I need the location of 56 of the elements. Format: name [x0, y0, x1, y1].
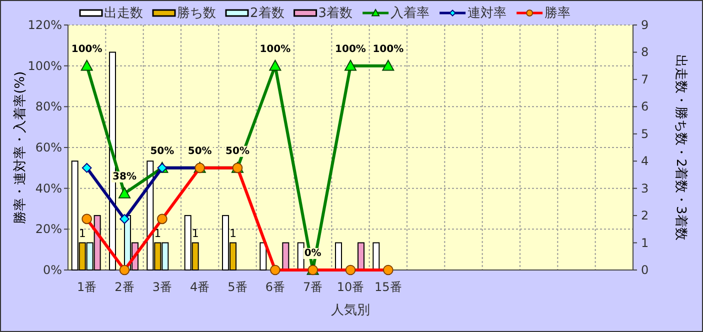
- y2-tick-label: 3: [641, 181, 649, 196]
- y-tick-label: 0%: [42, 263, 62, 277]
- data-label: 100%: [372, 44, 404, 55]
- bar: [358, 242, 364, 270]
- y2-tick-label: 0: [641, 263, 649, 277]
- bar: [282, 242, 290, 270]
- data-label: 50%: [150, 146, 174, 157]
- y2-tick-label: 2: [641, 208, 649, 223]
- data-label: 100%: [71, 44, 102, 55]
- y2-tick-label: 4: [641, 154, 649, 168]
- y2-tick-label: 1: [641, 236, 649, 250]
- y-axis-title: 勝率・連対率・入着率(%): [12, 71, 28, 224]
- y-tick-label: 40%: [35, 181, 62, 196]
- data-label: 38%: [112, 171, 136, 182]
- x-tick-label: 7番: [303, 280, 323, 294]
- y2-axis-title: 出走数・勝ち数・2着数・3着数: [673, 54, 689, 240]
- x-tick-label: 3番: [152, 280, 172, 294]
- x-tick-label: 6番: [265, 280, 285, 294]
- legend-label: 勝率: [544, 5, 571, 21]
- x-tick-label: 5番: [228, 280, 248, 294]
- y2-tick-label: 5: [641, 126, 649, 141]
- bar: [335, 242, 342, 270]
- legend-label: 出走数: [104, 6, 143, 21]
- legend-label: 入着率: [390, 5, 430, 21]
- bar: [260, 242, 267, 270]
- y2-tick-label: 8: [641, 45, 649, 60]
- x-axis-title: 人気別: [331, 303, 370, 318]
- data-label: 1: [78, 226, 86, 240]
- point: [120, 214, 130, 224]
- y2-tick-label: 9: [641, 18, 649, 32]
- legend-label: 2着数: [250, 5, 284, 21]
- legend-label: 勝ち数: [177, 6, 216, 21]
- legend-label: 連対率: [468, 5, 507, 21]
- y-tick-label: 20%: [35, 222, 62, 236]
- x-tick-label: 1番: [77, 280, 97, 294]
- y-tick-label: 60%: [35, 140, 62, 154]
- data-label: 0%: [304, 248, 322, 259]
- point: [82, 163, 92, 173]
- data-label: 1: [230, 226, 236, 240]
- x-tick-label: 15番: [374, 280, 402, 294]
- data-label: 100%: [260, 44, 291, 55]
- y2-tick-label: 6: [641, 100, 649, 114]
- y-tick-label: 100%: [28, 58, 62, 73]
- bar: [372, 242, 380, 270]
- legend-label: 3着数: [318, 5, 353, 21]
- y-tick-label: 80%: [35, 100, 62, 114]
- x-tick-label: 10番: [336, 280, 364, 294]
- data-label: 1: [154, 226, 162, 240]
- data-label: 1: [192, 226, 199, 240]
- y-tick-label: 120%: [28, 18, 62, 32]
- data-label: 50%: [188, 146, 212, 157]
- x-tick-label: 4番: [190, 280, 210, 294]
- x-tick-label: 2番: [114, 280, 134, 294]
- y2-tick-label: 7: [641, 72, 649, 86]
- data-label: 100%: [335, 44, 366, 55]
- data-label: 50%: [226, 146, 250, 157]
